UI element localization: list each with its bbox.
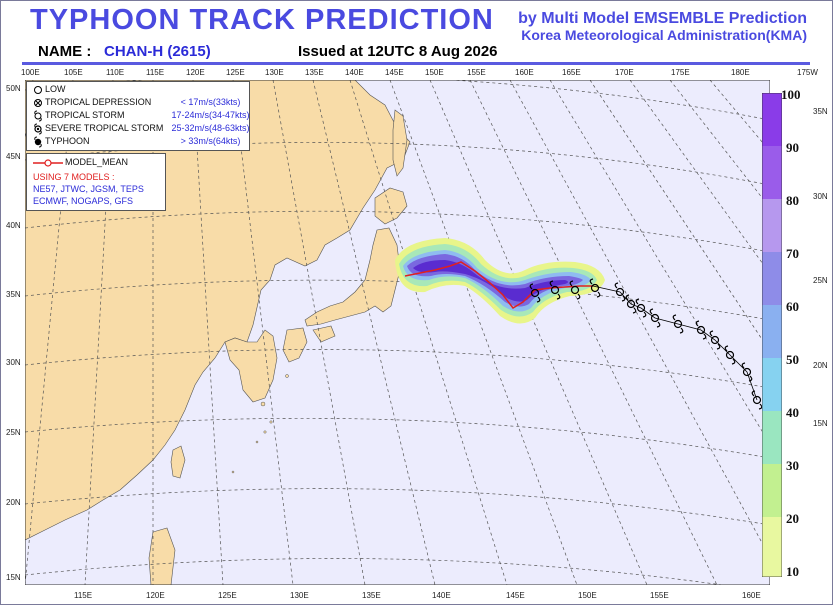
model-mean-line-icon xyxy=(33,159,63,167)
bottom-lon-label: 130E xyxy=(290,591,309,600)
top-lon-label: 175E xyxy=(671,68,690,77)
scale-label: 10 xyxy=(786,564,799,579)
top-lon-label: 155E xyxy=(467,68,486,77)
bottom-lon-label: 145E xyxy=(506,591,525,600)
left-lat-label: 20N xyxy=(6,498,21,507)
left-lat-label: 30N xyxy=(6,358,21,367)
land-korea xyxy=(224,329,278,403)
models-list-1: NE57, JTWC, JGSM, TEPS xyxy=(33,184,144,194)
right-lat-label: 15N xyxy=(813,419,828,428)
top-lon-label: 105E xyxy=(64,68,83,77)
left-lat-label: 35N xyxy=(6,290,21,299)
right-lat-label: 35N xyxy=(813,107,828,116)
small-islands xyxy=(231,374,289,474)
left-lat-label: 50N xyxy=(6,84,21,93)
land-honshu xyxy=(304,227,401,327)
scale-label: 100 xyxy=(781,87,801,102)
name-label: NAME : xyxy=(38,43,92,60)
land-taiwan xyxy=(170,445,186,479)
top-lon-label: 135E xyxy=(305,68,324,77)
bottom-lon-label: 135E xyxy=(362,591,381,600)
top-lon-label: 100E xyxy=(21,68,40,77)
land-hokkaido xyxy=(374,187,408,225)
legend-label: TROPICAL STORM xyxy=(45,110,125,120)
top-lon-label: 125E xyxy=(226,68,245,77)
top-lon-label: 175W xyxy=(797,68,818,77)
subtitle-agency: Korea Meteorological Administration(KMA) xyxy=(521,27,807,43)
top-lon-label: 180E xyxy=(731,68,750,77)
storm-category-legend: LOW TROPICAL DEPRESSION < 17m/s(33kts) T… xyxy=(26,81,250,151)
left-lat-label: 25N xyxy=(6,428,21,437)
header-rule xyxy=(22,62,810,65)
tropical-storm-icon xyxy=(34,110,42,122)
legend-value: < 17m/s(33kts) xyxy=(180,97,241,107)
scale-label: 50 xyxy=(786,352,799,367)
top-lon-label: 120E xyxy=(186,68,205,77)
bottom-lon-label: 125E xyxy=(218,591,237,600)
model-mean-label: MODEL_MEAN xyxy=(65,157,129,167)
typhoon-name: CHAN-H (2615) xyxy=(104,43,211,60)
legend-label: TYPHOON xyxy=(45,136,90,146)
models-list-2: ECMWF, NOGAPS, GFS xyxy=(33,196,134,206)
top-lon-label: 130E xyxy=(265,68,284,77)
using-models-label: USING 7 MODELS : xyxy=(33,172,115,182)
scale-label: 60 xyxy=(786,299,799,314)
left-lat-label: 15N xyxy=(6,573,21,582)
longitude-lines xyxy=(25,80,770,585)
legend-value: 17-24m/s(34-47kts) xyxy=(171,110,250,120)
bottom-lon-label: 120E xyxy=(146,591,165,600)
top-lon-label: 115E xyxy=(146,68,165,77)
legend-label: SEVERE TROPICAL STORM xyxy=(45,123,164,133)
circle-icon xyxy=(34,86,42,94)
scale-label: 30 xyxy=(786,458,799,473)
storm-symbols xyxy=(529,278,763,410)
top-lon-label: 170E xyxy=(615,68,634,77)
bottom-lon-label: 155E xyxy=(650,591,669,600)
legend-value: 25-32m/s(48-63kts) xyxy=(171,123,250,133)
legend-label: LOW xyxy=(45,84,66,94)
typhoon-icon xyxy=(34,136,42,148)
land-luzon xyxy=(148,527,176,585)
right-lat-label: 30N xyxy=(813,192,828,201)
map-area xyxy=(25,80,770,585)
right-lat-label: 20N xyxy=(813,361,828,370)
probability-colorbar xyxy=(762,93,782,577)
scale-label: 20 xyxy=(786,511,799,526)
subtitle-ensemble: by Multi Model EMSEMBLE Prediction xyxy=(518,10,807,27)
left-lat-label: 40N xyxy=(6,221,21,230)
issued-time: Issued at 12UTC 8 Aug 2026 xyxy=(298,43,498,60)
right-lat-label: 25N xyxy=(813,276,828,285)
scale-label: 90 xyxy=(786,140,799,155)
bottom-lon-label: 140E xyxy=(432,591,451,600)
top-lon-label: 145E xyxy=(385,68,404,77)
top-lon-label: 160E xyxy=(515,68,534,77)
legend-value: > 33m/s(64kts) xyxy=(180,136,241,146)
crossed-circle-icon xyxy=(34,99,42,107)
scale-label: 80 xyxy=(786,193,799,208)
observed-track xyxy=(592,285,758,401)
scale-label: 40 xyxy=(786,405,799,420)
model-legend: MODEL_MEAN USING 7 MODELS : NE57, JTWC, … xyxy=(26,153,166,211)
top-lon-label: 165E xyxy=(562,68,581,77)
model-mean-track xyxy=(404,261,593,309)
top-lon-label: 110E xyxy=(106,68,125,77)
bottom-lon-label: 160E xyxy=(742,591,761,600)
left-lat-label: 45N xyxy=(6,152,21,161)
bottom-lon-label: 150E xyxy=(578,591,597,600)
page-title: TYPHOON TRACK PREDICTION xyxy=(30,4,494,36)
bottom-lon-label: 115E xyxy=(74,591,93,600)
legend-label: TROPICAL DEPRESSION xyxy=(45,97,152,107)
top-lon-label: 140E xyxy=(345,68,364,77)
severe-storm-icon xyxy=(34,123,42,135)
top-lon-label: 150E xyxy=(425,68,444,77)
land-sakhalin xyxy=(392,109,408,177)
scale-label: 70 xyxy=(786,246,799,261)
